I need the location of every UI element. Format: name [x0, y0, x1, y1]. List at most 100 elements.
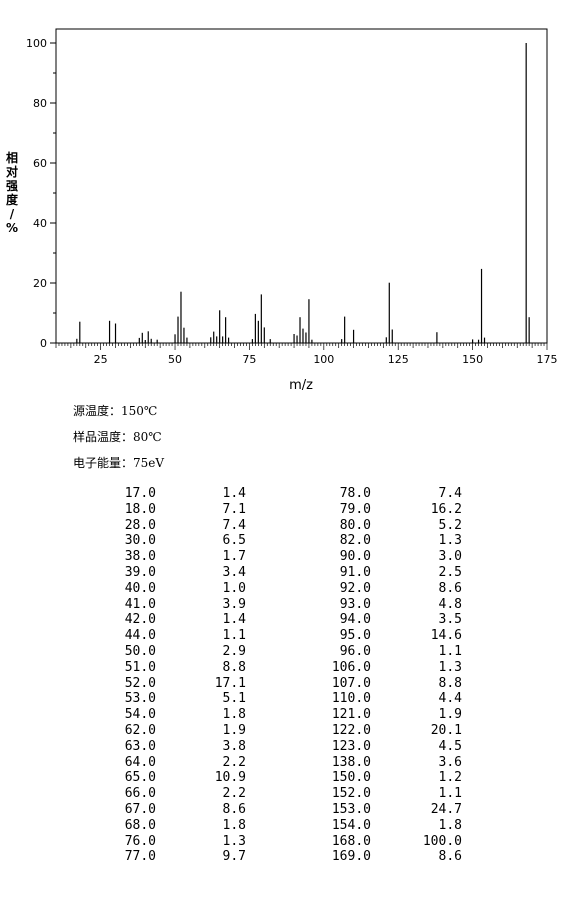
peak-intensity-right: 8.6 [438, 580, 462, 596]
peak-mz-left: 68.0 [124, 817, 156, 833]
peak-mz-left: 50.0 [124, 643, 156, 659]
peak-intensity-right: 1.1 [438, 643, 462, 659]
peak-mz-right: 110.0 [331, 691, 371, 707]
peak-intensity-left: 10.9 [214, 770, 246, 786]
peak-intensity-left: 17.1 [214, 675, 246, 691]
peak-intensity-right: 20.1 [430, 722, 462, 738]
source-temperature: 源温度：150℃ [73, 404, 158, 418]
peak-intensity-left: 7.4 [222, 517, 246, 533]
x-tick-label: 175 [537, 353, 558, 366]
peak-mz-right: 82.0 [339, 533, 371, 549]
peak-mz-right: 154.0 [331, 817, 371, 833]
peak-mz-right: 150.0 [331, 770, 371, 786]
peak-intensity-right: 3.6 [438, 754, 462, 770]
peak-mz-right: 91.0 [339, 564, 371, 580]
peak-mz-right: 123.0 [331, 738, 371, 754]
x-tick-label: 75 [242, 353, 256, 366]
peak-mz-right: 107.0 [331, 675, 371, 691]
x-tick-label: 125 [388, 353, 409, 366]
peak-mz-left: 42.0 [124, 612, 156, 628]
peak-mz-left: 54.0 [124, 707, 156, 723]
peak-mz-left: 77.0 [124, 849, 156, 865]
peak-mz-left: 18.0 [124, 501, 156, 517]
peak-mz-right: 168.0 [331, 833, 371, 849]
peak-intensity-left: 3.9 [222, 596, 246, 612]
peak-intensity-right: 100.0 [422, 833, 462, 849]
peak-intensity-right: 8.8 [438, 675, 462, 691]
peak-intensity-right: 5.2 [438, 517, 462, 533]
peak-intensity-right: 4.4 [438, 691, 462, 707]
peak-mz-left: 63.0 [124, 738, 156, 754]
y-tick-label: 60 [33, 157, 47, 170]
peak-intensity-left: 8.6 [222, 801, 246, 817]
electron-energy: 电子能量：75eV [73, 456, 165, 470]
peak-intensity-left: 9.7 [222, 849, 246, 865]
peak-mz-left: 41.0 [124, 596, 156, 612]
peak-intensity-left: 1.8 [222, 817, 246, 833]
peak-mz-right: 78.0 [339, 486, 371, 501]
peak-mz-right: 92.0 [339, 580, 371, 596]
peak-mz-right: 122.0 [331, 722, 371, 738]
peak-mz-right: 94.0 [339, 612, 371, 628]
peak-intensity-left: 3.8 [222, 738, 246, 754]
peak-intensity-left: 1.8 [222, 707, 246, 723]
peak-intensity-right: 1.2 [438, 770, 462, 786]
peak-mz-right: 121.0 [331, 707, 371, 723]
peak-mz-right: 153.0 [331, 801, 371, 817]
peak-intensity-left: 1.4 [222, 486, 246, 501]
peak-intensity-right: 14.6 [430, 628, 462, 644]
peak-mz-right: 93.0 [339, 596, 371, 612]
peak-intensity-right: 1.3 [438, 533, 462, 549]
plot-frame [55, 28, 548, 344]
peak-intensity-left: 6.5 [222, 533, 246, 549]
peak-intensity-left: 1.0 [222, 580, 246, 596]
y-tick-label: 80 [33, 97, 47, 110]
mass-spectrum-chart: 0 20 40 60 80 100 25 50 75 100 125 150 175 相对强度/% m… [6, 28, 558, 393]
peak-intensity-right: 4.8 [438, 596, 462, 612]
peak-mz-left: 30.0 [124, 533, 156, 549]
x-tick-label: 50 [168, 353, 182, 366]
peak-intensity-left: 1.4 [222, 612, 246, 628]
peak-mz-right: 138.0 [331, 754, 371, 770]
y-tick-label: 100 [26, 37, 47, 50]
peak-mz-right: 96.0 [339, 643, 371, 659]
peak-intensity-right: 3.0 [438, 549, 462, 565]
peak-intensity-right: 8.6 [438, 849, 462, 865]
peak-intensity-right: 1.9 [438, 707, 462, 723]
peak-intensity-right: 1.1 [438, 786, 462, 802]
peak-intensity-left: 8.8 [222, 659, 246, 675]
peak-mz-left: 66.0 [124, 786, 156, 802]
peak-mz-left: 76.0 [124, 833, 156, 849]
peak-intensity-right: 1.3 [438, 659, 462, 675]
peak-mz-left: 65.0 [124, 770, 156, 786]
peak-mz-left: 52.0 [124, 675, 156, 691]
peak-mz-left: 44.0 [124, 628, 156, 644]
x-tick-label: 100 [313, 353, 334, 366]
peak-mz-left: 40.0 [124, 580, 156, 596]
peak-intensity-left: 3.4 [222, 564, 246, 580]
peak-mz-left: 67.0 [124, 801, 156, 817]
peak-mz-left: 62.0 [124, 722, 156, 738]
peak-intensity-left: 2.2 [222, 786, 246, 802]
peak-intensity-left: 1.7 [222, 549, 246, 565]
peak-mz-right: 106.0 [331, 659, 371, 675]
peak-mz-left: 53.0 [124, 691, 156, 707]
sample-temperature: 样品温度：80℃ [73, 430, 162, 444]
peak-intensity-right: 16.2 [430, 501, 462, 517]
peak-mz-left: 38.0 [124, 549, 156, 565]
peak-mz-right: 79.0 [339, 501, 371, 517]
y-tick-label: 0 [40, 337, 47, 350]
peak-mz-right: 152.0 [331, 786, 371, 802]
x-axis-label: m/z [289, 378, 313, 393]
peak-mz-left: 64.0 [124, 754, 156, 770]
peak-intensity-right: 3.5 [438, 612, 462, 628]
peak-mz-right: 169.0 [331, 849, 371, 865]
peak-intensity-right: 1.8 [438, 817, 462, 833]
peak-mz-left: 51.0 [124, 659, 156, 675]
peak-intensity-left: 1.3 [222, 833, 246, 849]
x-tick-label: 25 [94, 353, 108, 366]
peak-intensity-right: 24.7 [430, 801, 462, 817]
peak-intensity-right: 7.4 [438, 486, 462, 501]
peak-intensity-left: 2.2 [222, 754, 246, 770]
peak-mz-left: 17.0 [124, 486, 156, 501]
